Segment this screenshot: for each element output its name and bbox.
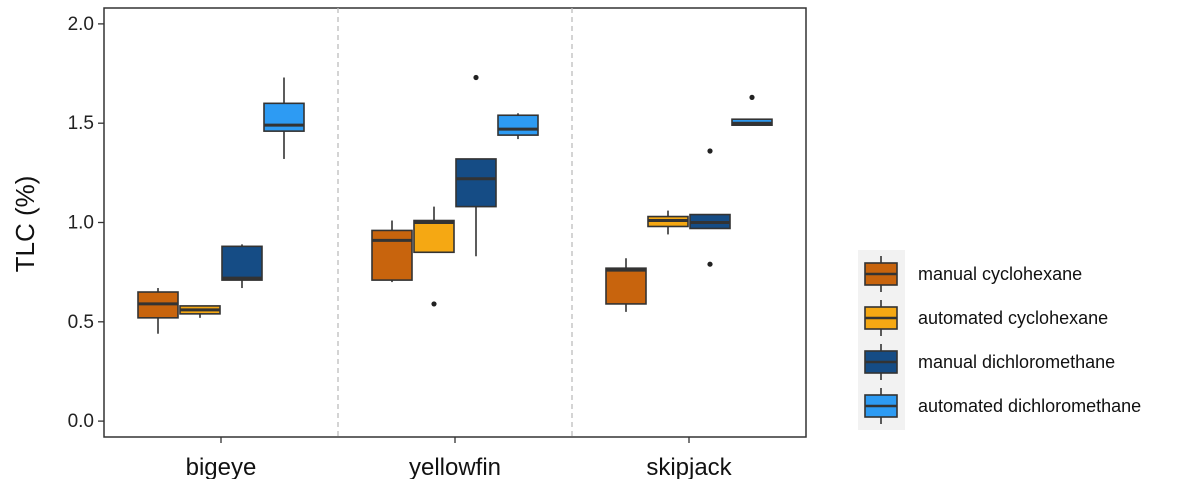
y-tick-label: 2.0 xyxy=(68,14,94,35)
y-tick-label: 0.0 xyxy=(68,411,94,432)
box-automated-dichloromethane-yellowfin xyxy=(497,113,539,140)
x-tick-label: yellowfin xyxy=(409,454,501,479)
box-body xyxy=(605,267,647,305)
box-manual-cyclohexane-yellowfin xyxy=(371,220,413,283)
outlier-point xyxy=(473,74,479,81)
box-body xyxy=(455,158,497,208)
outlier-point xyxy=(707,148,713,154)
box-body xyxy=(497,114,539,136)
x-tick-label: skipjack xyxy=(646,454,732,479)
y-axis-title: TLC (%) xyxy=(10,176,40,273)
panel-border xyxy=(103,7,807,438)
y-tick-label: 0.5 xyxy=(68,312,94,333)
y-tick-label: 1.5 xyxy=(68,113,94,134)
outlier-point xyxy=(431,301,437,307)
x-tick-label: bigeye xyxy=(186,454,257,479)
box-automated-dichloromethane-bigeye xyxy=(263,77,305,159)
box-body xyxy=(263,102,305,132)
legend-item: manual cyclohexane xyxy=(864,256,1082,292)
box-automated-cyclohexane-bigeye xyxy=(179,305,221,318)
legend-item: automated dichloromethane xyxy=(864,388,1141,424)
box-body xyxy=(371,229,413,281)
x-axis: bigeye yellowfin skipjack xyxy=(186,437,733,479)
box-manual-dichloromethane-skipjack xyxy=(689,148,731,267)
box-manual-cyclohexane-skipjack xyxy=(605,258,647,312)
box-manual-cyclohexane-bigeye xyxy=(137,288,179,334)
box-automated-cyclohexane-skipjack xyxy=(647,210,689,235)
box-manual-dichloromethane-bigeye xyxy=(221,244,263,289)
box-layer xyxy=(137,74,773,334)
box-automated-cyclohexane-yellowfin xyxy=(413,206,455,307)
outlier-point xyxy=(749,94,755,100)
legend-item: automated cyclohexane xyxy=(864,300,1108,336)
y-axis: 0.0 0.5 1.0 1.5 2.0 xyxy=(68,14,104,432)
legend-item: manual dichloromethane xyxy=(864,344,1115,380)
box-body xyxy=(413,219,455,254)
legend-label: automated dichloromethane xyxy=(918,396,1141,416)
box-manual-dichloromethane-yellowfin xyxy=(455,74,497,257)
legend: manual cyclohexane automated cyclohexane m… xyxy=(858,250,1141,430)
box-automated-dichloromethane-skipjack xyxy=(731,94,773,126)
box-body xyxy=(221,245,263,281)
legend-label: manual dichloromethane xyxy=(918,352,1115,372)
y-tick-label: 1.0 xyxy=(68,213,94,234)
legend-label: automated cyclohexane xyxy=(918,308,1108,328)
legend-label: manual cyclohexane xyxy=(918,264,1082,284)
outlier-point xyxy=(707,261,713,267)
plot-panel xyxy=(103,7,807,438)
